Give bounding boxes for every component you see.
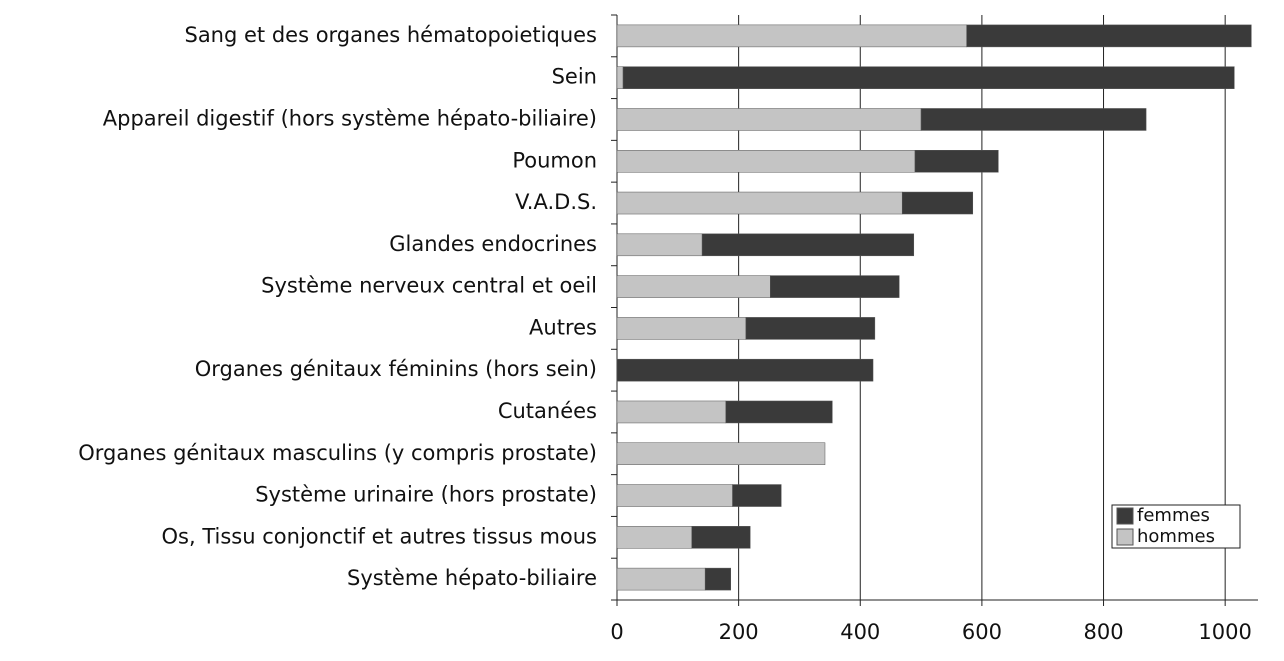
bar-segment (701, 233, 915, 257)
bar-segment (616, 317, 747, 340)
bar-segment (966, 24, 1252, 48)
x-tick-label: 400 (840, 620, 880, 644)
y-tick-label: Appareil digestif (hors système hépato-b… (103, 106, 597, 130)
legend-swatch (1116, 528, 1134, 546)
y-tick-label: Sein (552, 65, 597, 89)
x-tick-label: 0 (610, 620, 623, 644)
bar-segment (901, 191, 974, 215)
bar-segment (616, 275, 771, 298)
bar-segment (704, 567, 731, 591)
bar-segment (725, 400, 833, 424)
y-tick-label: Os, Tissu conjonctif et autres tissus mo… (162, 524, 597, 548)
y-tick-label: Organes génitaux masculins (y compris pr… (78, 441, 597, 465)
bar-segment (622, 66, 1235, 89)
y-tick-label: V.A.D.S. (515, 190, 597, 214)
y-tick-label: Cutanées (498, 399, 597, 423)
bar-segment (616, 526, 693, 549)
bar-segment (616, 484, 733, 507)
legend-label: femmes (1137, 505, 1210, 526)
bar-segment (920, 108, 1147, 131)
legend-swatch (1116, 507, 1134, 525)
bar-segment (732, 484, 782, 507)
x-tick-label: 1000 (1198, 620, 1251, 644)
bar-segment (691, 526, 751, 549)
bar-segment (616, 24, 967, 48)
x-tick-label: 800 (1083, 620, 1123, 644)
y-tick-label: Système hépato-biliaire (347, 566, 597, 590)
y-tick-label: Organes génitaux féminins (hors sein) (195, 357, 597, 381)
bar-segment (616, 442, 826, 465)
bar-segment (616, 108, 922, 131)
bar-segment (914, 150, 999, 173)
y-tick-label: Glandes endocrines (389, 232, 597, 256)
bar-segment (616, 400, 727, 424)
y-tick-label: Sang et des organes hématopoietiques (184, 23, 597, 47)
bar-segment (616, 66, 624, 89)
y-tick-label: Autres (529, 315, 597, 339)
x-tick-label: 200 (719, 620, 759, 644)
legend-label: hommes (1137, 526, 1215, 547)
bar-segment (745, 317, 876, 340)
y-tick-label: Système nerveux central et oeil (261, 274, 597, 298)
y-tick-label: Poumon (512, 148, 597, 172)
bar-segment (616, 233, 703, 257)
bar-segment (770, 275, 900, 298)
x-tick-label: 600 (962, 620, 1002, 644)
bar-segment (616, 191, 903, 215)
bar-segment (616, 567, 706, 591)
bar-segment (616, 150, 916, 173)
y-tick-label: Système urinaire (hors prostate) (255, 483, 597, 507)
bar-segment (616, 358, 874, 382)
